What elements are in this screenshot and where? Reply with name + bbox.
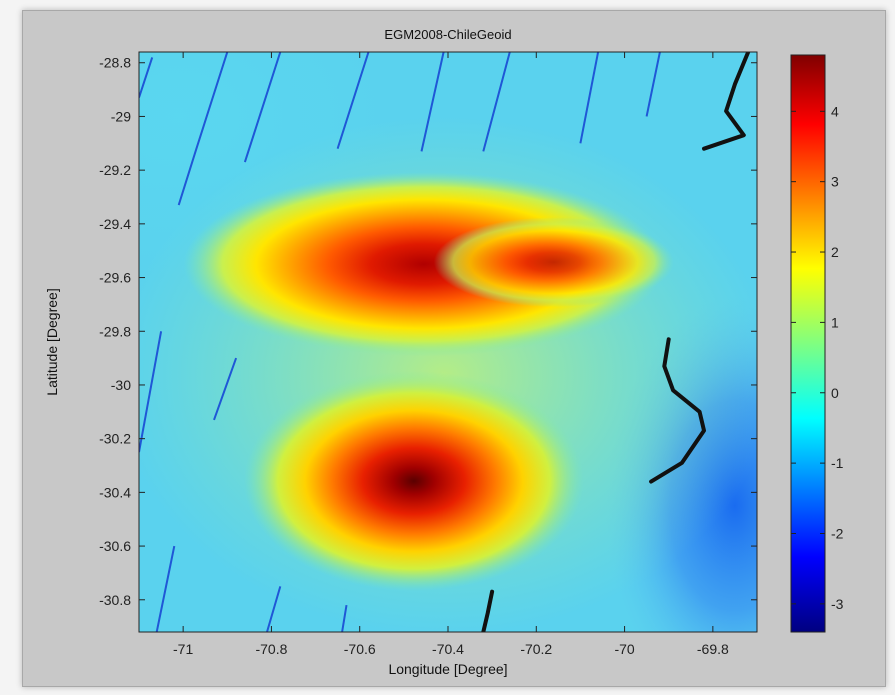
x-tick-label: -70.8 bbox=[255, 641, 287, 657]
x-tick-label: -70.6 bbox=[344, 641, 376, 657]
track-line-4 bbox=[336, 52, 370, 150]
x-axis: -71 -70.8 -70.6 -70.4 -70.2 -70 -69.8 bbox=[173, 52, 729, 657]
track-line-3 bbox=[243, 52, 282, 163]
y-axis: -28.8 -29 -29.2 -29.4 -29.6 -29.8 -30 -30.2 -30.… bbox=[99, 55, 757, 608]
track-line-2 bbox=[177, 52, 229, 206]
track-line-5 bbox=[420, 52, 445, 152]
track-line-8 bbox=[645, 52, 661, 117]
x-axis-title: Longitude [Degree] bbox=[388, 661, 507, 677]
track-line-9 bbox=[139, 331, 163, 453]
y-tick-label: -29.8 bbox=[99, 323, 131, 339]
colorbar-tick-label: 1 bbox=[831, 314, 839, 330]
y-tick-label: -30.8 bbox=[99, 592, 131, 608]
track-line-6 bbox=[482, 52, 511, 152]
peak-north-tail bbox=[433, 217, 674, 308]
colorbar-scale bbox=[790, 54, 826, 633]
colorbar-tick-label: -2 bbox=[831, 525, 844, 541]
colorbar-tick-label: 3 bbox=[831, 174, 839, 190]
heatmap-plot-area bbox=[138, 51, 758, 633]
y-tick-label: -29.4 bbox=[99, 216, 131, 232]
colorbar-tick-label: 2 bbox=[831, 244, 839, 260]
coastline-segment-1 bbox=[702, 52, 751, 151]
chart-title: EGM2008-ChileGeoid bbox=[384, 27, 511, 42]
heatmap-field bbox=[139, 52, 757, 632]
y-tick-label: -30.6 bbox=[99, 538, 131, 554]
x-tick-label: -70.2 bbox=[520, 641, 552, 657]
colorbar-tick-label: -1 bbox=[831, 455, 844, 471]
colorbar-tick-label: 0 bbox=[831, 385, 839, 401]
track-line-1 bbox=[139, 57, 154, 98]
y-tick-label: -28.8 bbox=[99, 55, 131, 71]
track-line-12 bbox=[266, 586, 282, 632]
track-line-11 bbox=[155, 545, 176, 632]
y-tick-label: -30.2 bbox=[99, 431, 131, 447]
x-tick-label: -71 bbox=[173, 641, 193, 657]
peak-south bbox=[243, 371, 584, 591]
colorbar-tick-label: -3 bbox=[831, 596, 844, 612]
track-line-10 bbox=[213, 357, 238, 421]
x-tick-label: -69.8 bbox=[697, 641, 729, 657]
track-line-13 bbox=[341, 604, 348, 632]
y-tick-label: -29.2 bbox=[99, 162, 131, 178]
colorbar-tick-label: 4 bbox=[831, 103, 839, 119]
chart-svg: EGM2008-ChileGeoid -71 -70.8 -70.6 -70.4 -70… bbox=[44, 27, 844, 677]
y-axis-title: Latitude [Degree] bbox=[44, 288, 60, 395]
x-tick-label: -70.4 bbox=[432, 641, 464, 657]
track-lines bbox=[139, 52, 661, 632]
y-tick-label: -29.6 bbox=[99, 270, 131, 286]
y-tick-label: -30.4 bbox=[99, 484, 131, 500]
x-tick-label: -70 bbox=[614, 641, 634, 657]
coastline-segment-2 bbox=[649, 337, 706, 484]
track-line-7 bbox=[579, 52, 600, 144]
y-tick-label: -29 bbox=[111, 108, 131, 124]
colorbar-ticks: 4 3 2 1 0 -1 -2 -3 bbox=[791, 103, 844, 612]
coastline bbox=[481, 52, 751, 632]
y-tick-label: -30 bbox=[111, 377, 131, 393]
coastline-segment-3 bbox=[481, 589, 495, 632]
figure-window: EGM2008-ChileGeoid -71 -70.8 -70.6 -70.4 -70… bbox=[22, 10, 886, 687]
colorbar: 4 3 2 1 0 -1 -2 -3 bbox=[790, 54, 844, 633]
